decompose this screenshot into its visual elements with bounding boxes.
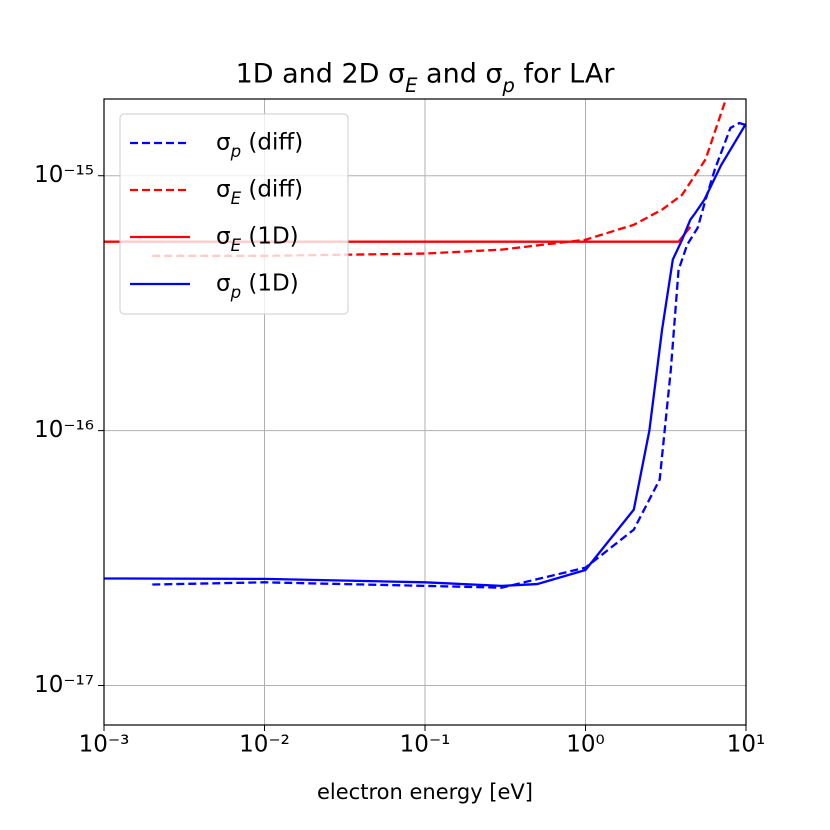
x-tick-label: 10⁻³	[79, 732, 130, 758]
y-tick-label: 10⁻¹⁵	[34, 162, 94, 188]
series-line	[152, 121, 746, 589]
x-axis-label: electron energy [eV]	[317, 780, 533, 804]
series-line	[104, 123, 746, 588]
x-tick-label: 10¹	[727, 732, 766, 758]
x-tick-label: 10⁻²	[239, 732, 290, 758]
y-tick-label: 10⁻¹⁶	[34, 417, 94, 443]
legend-box	[119, 113, 349, 315]
plot-frame	[103, 98, 747, 726]
chart-title: 1D and 2D σE and σp for LAr	[236, 59, 616, 98]
y-tick-label: 10⁻¹⁷	[34, 672, 94, 698]
x-tick-label: 10⁰	[566, 732, 605, 758]
x-tick-label: 10⁻¹	[400, 732, 451, 758]
